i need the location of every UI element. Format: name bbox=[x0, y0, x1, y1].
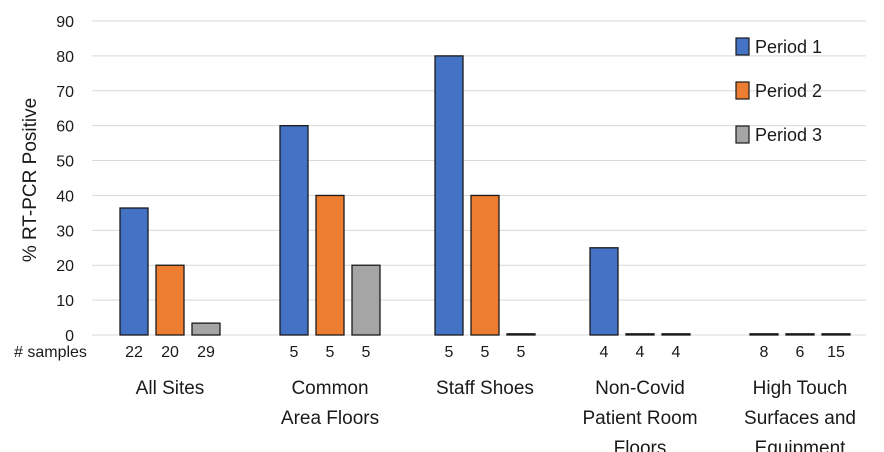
samples-row-label: # samples bbox=[14, 344, 87, 361]
bar-period-1-cat-3 bbox=[589, 247, 619, 336]
y-tick-label: 90 bbox=[56, 14, 74, 31]
y-tick-label: 60 bbox=[56, 119, 74, 136]
sample-count-cat-3-period-1: 4 bbox=[600, 344, 609, 361]
sample-count-cat-0-period-1: 22 bbox=[125, 344, 143, 361]
bar-period-3-cat-2 bbox=[506, 333, 536, 336]
bar-period-2-cat-3 bbox=[625, 333, 655, 336]
bar-period-2-cat-1 bbox=[315, 194, 345, 336]
bar-period-3-cat-1 bbox=[351, 264, 381, 336]
bar-period-1-cat-2 bbox=[434, 55, 464, 336]
sample-count-cat-2-period-2: 5 bbox=[481, 344, 490, 361]
y-tick-label: 20 bbox=[56, 258, 74, 275]
bar-period-2-cat-2 bbox=[470, 194, 500, 336]
sample-count-cat-0-period-3: 29 bbox=[197, 344, 215, 361]
sample-count-cat-4-period-3: 15 bbox=[827, 344, 845, 361]
sample-count-cat-1-period-2: 5 bbox=[326, 344, 335, 361]
legend-label-period-3: Period 3 bbox=[755, 125, 822, 145]
legend-swatch-period-1 bbox=[735, 37, 750, 56]
category-label-4-line-0: High Touch bbox=[753, 378, 848, 399]
category-label-1-line-1: Area Floors bbox=[281, 408, 379, 429]
y-tick-label: 70 bbox=[56, 84, 74, 101]
sample-count-cat-3-period-3: 4 bbox=[672, 344, 681, 361]
sample-count-cat-2-period-3: 5 bbox=[517, 344, 526, 361]
sample-count-cat-4-period-2: 6 bbox=[796, 344, 805, 361]
bar-period-1-cat-4 bbox=[749, 333, 779, 336]
bar-period-3-cat-0 bbox=[191, 322, 221, 336]
y-tick-label: 50 bbox=[56, 154, 74, 171]
sample-count-cat-2-period-1: 5 bbox=[445, 344, 454, 361]
bar-period-2-cat-4 bbox=[785, 333, 815, 336]
sample-count-cat-0-period-2: 20 bbox=[161, 344, 179, 361]
category-label-3-line-1: Patient Room bbox=[582, 408, 697, 429]
sample-count-cat-1-period-1: 5 bbox=[290, 344, 299, 361]
y-tick-label: 10 bbox=[56, 293, 74, 310]
legend-label-period-2: Period 2 bbox=[755, 81, 822, 101]
legend-label-period-1: Period 1 bbox=[755, 37, 822, 57]
bar-period-2-cat-0 bbox=[155, 264, 185, 336]
bar-period-1-cat-1 bbox=[279, 125, 309, 336]
bar-period-3-cat-3 bbox=[661, 333, 691, 336]
sample-count-cat-1-period-3: 5 bbox=[362, 344, 371, 361]
category-label-2-line-0: Staff Shoes bbox=[436, 378, 534, 399]
category-label-4-line-1: Surfaces and bbox=[744, 408, 856, 429]
category-label-4-line-2: Equipment bbox=[755, 438, 847, 452]
y-axis-title: % RT-PCR Positive bbox=[20, 98, 41, 262]
legend-swatch-period-2 bbox=[735, 81, 750, 100]
y-tick-label: 0 bbox=[65, 328, 74, 345]
bar-period-1-cat-0 bbox=[119, 207, 149, 336]
category-label-1-line-0: Common bbox=[291, 378, 368, 399]
sample-count-cat-4-period-1: 8 bbox=[760, 344, 769, 361]
category-label-0-line-0: All Sites bbox=[136, 378, 205, 399]
bar-period-3-cat-4 bbox=[821, 333, 851, 336]
y-tick-label: 40 bbox=[56, 188, 74, 205]
sample-count-cat-3-period-2: 4 bbox=[636, 344, 645, 361]
y-tick-label: 80 bbox=[56, 49, 74, 66]
y-tick-label: 30 bbox=[56, 223, 74, 240]
category-label-3-line-0: Non-Covid bbox=[595, 378, 685, 399]
legend-swatch-period-3 bbox=[735, 125, 750, 144]
category-label-3-line-2: Floors bbox=[614, 438, 667, 452]
